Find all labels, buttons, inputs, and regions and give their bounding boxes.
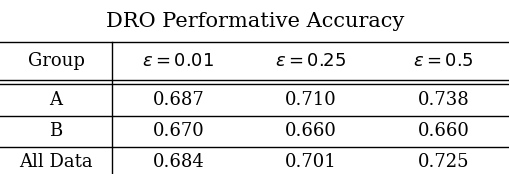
Text: All Data: All Data [19,153,93,171]
Text: 0.701: 0.701 [285,153,336,171]
Text: 0.725: 0.725 [417,153,468,171]
Text: DRO Performative Accuracy: DRO Performative Accuracy [105,12,404,31]
Text: Group: Group [27,52,84,70]
Text: 0.660: 0.660 [417,122,469,140]
Text: 0.670: 0.670 [152,122,204,140]
Text: A: A [49,91,63,109]
Text: B: B [49,122,63,140]
Text: $\epsilon = 0.01$: $\epsilon = 0.01$ [142,52,214,70]
Text: $\epsilon = 0.5$: $\epsilon = 0.5$ [412,52,473,70]
Text: $\epsilon = 0.25$: $\epsilon = 0.25$ [275,52,346,70]
Text: 0.710: 0.710 [285,91,336,109]
Text: 0.684: 0.684 [152,153,204,171]
Text: 0.687: 0.687 [152,91,204,109]
Text: 0.660: 0.660 [285,122,336,140]
Text: 0.738: 0.738 [417,91,469,109]
